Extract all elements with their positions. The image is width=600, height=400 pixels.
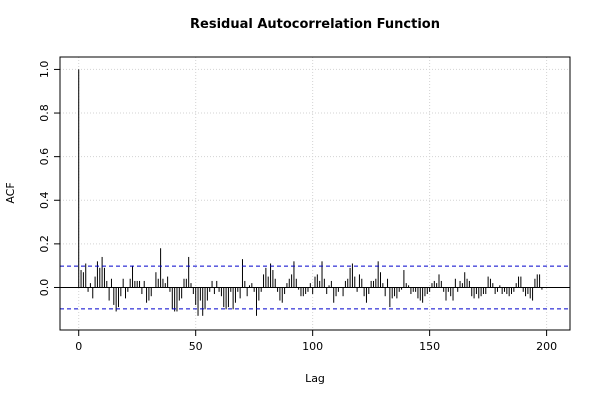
x-tick-label: 0 [75,340,82,353]
y-tick-label: 0.4 [38,192,51,210]
y-tick-label: 0.6 [38,148,51,166]
chart-title: Residual Autocorrelation Function [190,17,440,32]
y-tick-label: 0.8 [38,104,51,122]
y-tick-label: 0.2 [38,235,51,253]
x-tick-label: 50 [189,340,203,353]
y-tick-label: 0.0 [38,279,51,297]
y-axis-label: ACF [4,182,17,203]
x-tick-label: 100 [302,340,323,353]
x-axis-label: Lag [305,372,325,385]
plot-frame [59,56,571,331]
y-tick-label: 1.0 [38,61,51,79]
x-tick-label: 200 [536,340,557,353]
x-tick-label: 150 [419,340,440,353]
